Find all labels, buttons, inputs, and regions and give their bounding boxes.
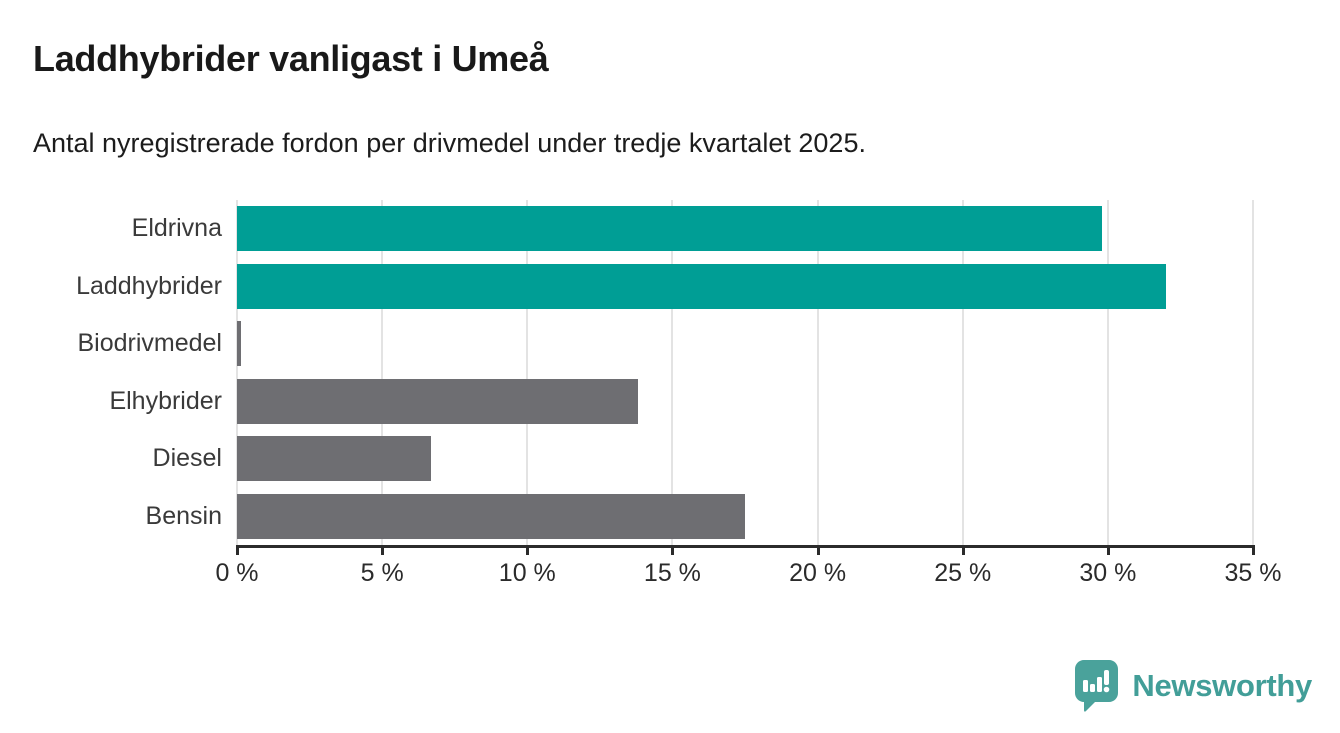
chart-title: Laddhybrider vanligast i Umeå (33, 38, 549, 79)
bar-diesel (237, 436, 432, 482)
newsworthy-logo: Newsworthy (1073, 658, 1312, 713)
x-axis-tick-10 (526, 545, 530, 555)
gridline-0 (236, 200, 238, 545)
x-axis-tick-20 (816, 545, 820, 555)
category-label-biodrivmedel: Biodrivmedel (77, 329, 222, 358)
bar-eldrivna (237, 206, 1103, 252)
x-axis-line (236, 545, 1255, 548)
gridline-5 (381, 200, 384, 545)
gridline-35 (1252, 200, 1254, 545)
bar-biodrivmedel (237, 321, 242, 367)
category-label-eldrivna: Eldrivna (131, 214, 222, 243)
category-label-laddhybrider: Laddhybrider (76, 271, 222, 300)
x-tick-label-25: 25 % (934, 559, 992, 587)
bar-laddhybrider (237, 263, 1166, 309)
bar-bensin (237, 493, 745, 539)
category-labels: Eldrivna Laddhybrider Biodrivmedel Elhybrid… (0, 200, 222, 545)
plot-area: 0 % 5 % 10 % 15 % 20 % 25 % 30 % 35 % (215, 200, 1281, 587)
x-axis-tick-25 (961, 545, 965, 555)
x-tick-label-30: 30 % (1079, 559, 1137, 587)
x-tick-label-5: 5 % (360, 559, 404, 587)
x-axis-tick-35 (1252, 545, 1255, 555)
x-axis-tick-15 (671, 545, 675, 555)
x-tick-label-10: 10 % (498, 559, 556, 587)
x-axis-tick-30 (1106, 545, 1110, 555)
gridline-10 (526, 200, 529, 545)
gridline-15 (671, 200, 674, 545)
gridline-20 (816, 200, 819, 545)
bar-elhybrider (237, 378, 638, 424)
x-tick-label-35: 35 % (1224, 559, 1282, 587)
gridline-25 (961, 200, 964, 545)
x-axis-tick-0 (236, 545, 239, 555)
chart-subtitle: Antal nyregistrerade fordon per drivmede… (33, 128, 866, 158)
category-label-diesel: Diesel (152, 444, 222, 473)
x-tick-label-20: 20 % (789, 559, 847, 587)
newsworthy-logo-text: Newsworthy (1132, 667, 1312, 703)
gridline-30 (1106, 200, 1109, 545)
newsworthy-logo-icon (1075, 660, 1119, 712)
category-label-elhybrider: Elhybrider (109, 386, 222, 415)
x-axis-tick-5 (381, 545, 385, 555)
category-label-bensin: Bensin (145, 501, 222, 530)
x-tick-label-15: 15 % (643, 559, 701, 587)
x-tick-label-0: 0 % (215, 559, 259, 587)
